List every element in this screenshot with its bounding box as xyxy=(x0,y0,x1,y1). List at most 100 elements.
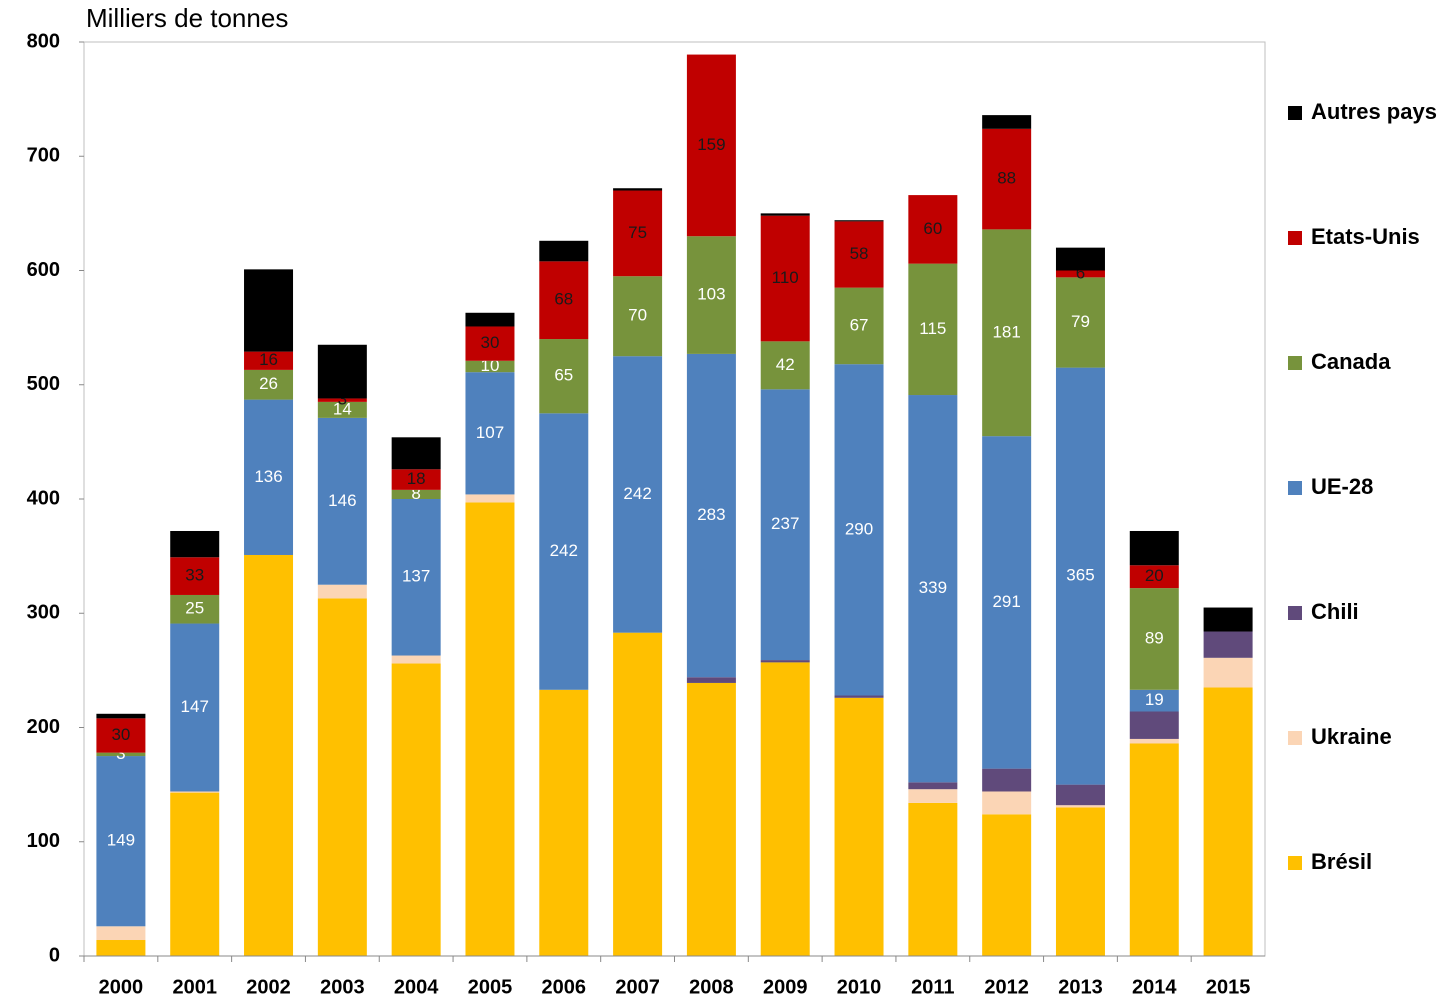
bar-segment xyxy=(760,389,810,661)
chart-title: Milliers de tonnes xyxy=(86,3,288,33)
bar-segment xyxy=(465,372,515,495)
bar-segment xyxy=(170,594,220,624)
bar-segment xyxy=(96,940,146,956)
data-label: 42 xyxy=(776,355,795,374)
x-tick-label: 2008 xyxy=(689,976,734,998)
bar-segment xyxy=(1129,530,1179,566)
data-label: 60 xyxy=(923,219,942,238)
legend-label: Canada xyxy=(1311,349,1391,374)
x-tick-label: 2010 xyxy=(837,976,882,998)
x-tick-label: 2006 xyxy=(542,976,587,998)
data-label: 181 xyxy=(992,322,1020,341)
data-label: 283 xyxy=(697,505,725,524)
data-label: 89 xyxy=(1145,628,1164,647)
data-label: 33 xyxy=(185,566,204,585)
bar-segment xyxy=(982,115,1032,129)
bar-segment xyxy=(317,398,367,402)
y-tick-label: 800 xyxy=(27,30,60,52)
bar-segment xyxy=(1129,743,1179,956)
legend-swatch xyxy=(1288,481,1302,495)
legend-label: UE-28 xyxy=(1311,474,1373,499)
bar-segment xyxy=(539,240,589,262)
bar-segment xyxy=(244,554,294,956)
data-label: 159 xyxy=(697,135,725,154)
bar-segment xyxy=(1055,805,1105,808)
data-label: 75 xyxy=(628,223,647,242)
x-tick-label: 2014 xyxy=(1132,976,1177,998)
bar-segment xyxy=(760,341,810,390)
bar-segment xyxy=(465,312,515,327)
bar-segment xyxy=(391,489,441,499)
x-tick-label: 2005 xyxy=(468,976,513,998)
bar-segment xyxy=(170,530,220,558)
bar-segment xyxy=(465,360,515,373)
bar-segment xyxy=(908,263,958,396)
bar-segment xyxy=(170,791,220,793)
bar-segment xyxy=(760,213,810,216)
bar-segment xyxy=(170,623,220,792)
data-label: 65 xyxy=(554,366,573,385)
bar-segment xyxy=(465,494,515,503)
bar-segment xyxy=(686,54,736,237)
data-label: 110 xyxy=(772,268,799,287)
bar-segment xyxy=(244,269,294,352)
legend-label: Autres pays xyxy=(1311,99,1437,124)
bar-segment xyxy=(1055,247,1105,271)
data-label: 149 xyxy=(107,831,135,850)
bar-segment xyxy=(1055,270,1105,278)
bar-segment xyxy=(613,276,663,357)
bar-segment xyxy=(539,689,589,956)
bar-segment xyxy=(1129,738,1179,744)
bar-segment xyxy=(834,695,884,698)
legend-label: Chili xyxy=(1311,599,1359,624)
bar-segment xyxy=(908,395,958,783)
bar-segment xyxy=(96,713,146,719)
bar-segment xyxy=(1055,784,1105,806)
bar-segment xyxy=(465,502,515,956)
bar-segment xyxy=(1055,807,1105,956)
data-label: 3 xyxy=(338,390,347,409)
bar-segment xyxy=(908,195,958,264)
data-label: 137 xyxy=(402,567,430,586)
x-tick-label: 2013 xyxy=(1058,976,1103,998)
bar-segment xyxy=(317,584,367,599)
bar-segment xyxy=(244,351,294,370)
x-tick-label: 2011 xyxy=(911,976,954,998)
bar-segment xyxy=(317,598,367,956)
data-label: 26 xyxy=(259,374,278,393)
data-label: 68 xyxy=(554,290,573,309)
y-tick-label: 200 xyxy=(27,716,60,738)
data-label: 365 xyxy=(1066,566,1094,585)
data-label: 290 xyxy=(845,519,873,538)
data-label: 18 xyxy=(407,469,426,488)
data-label: 25 xyxy=(185,599,204,618)
bar-segment xyxy=(1203,657,1253,688)
data-label: 291 xyxy=(992,592,1020,611)
data-label: 16 xyxy=(259,350,278,369)
y-tick-label: 700 xyxy=(27,145,60,167)
data-label: 242 xyxy=(623,484,651,503)
y-tick-label: 300 xyxy=(27,602,60,624)
data-label: 107 xyxy=(476,423,504,442)
legend-swatch xyxy=(1288,731,1302,745)
bar-segment xyxy=(1203,687,1253,956)
legend-swatch xyxy=(1288,356,1302,370)
bar-segment xyxy=(465,326,515,361)
x-tick-label: 2003 xyxy=(320,976,365,998)
data-label: 30 xyxy=(481,333,500,352)
bar-segment xyxy=(391,469,441,490)
legend-swatch xyxy=(1288,231,1302,245)
bar-segment xyxy=(96,756,146,927)
data-label: 146 xyxy=(328,491,356,510)
bar-segment xyxy=(1129,588,1179,690)
bar-segment xyxy=(982,814,1032,956)
bar-segment xyxy=(982,791,1032,815)
bar-segment xyxy=(170,792,220,956)
data-label: 67 xyxy=(850,315,869,334)
bar-segment xyxy=(317,417,367,585)
data-label: 14 xyxy=(333,399,352,418)
y-tick-label: 400 xyxy=(27,487,60,509)
x-tick-label: 2000 xyxy=(99,976,144,998)
bar-segment xyxy=(686,236,736,354)
bar-segment xyxy=(317,401,367,418)
